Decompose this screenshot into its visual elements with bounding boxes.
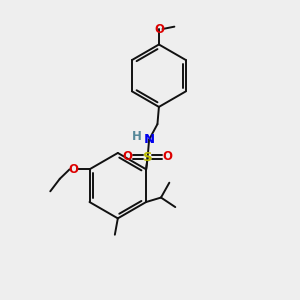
- Text: O: O: [68, 163, 78, 176]
- Text: O: O: [163, 150, 173, 163]
- Text: O: O: [122, 150, 132, 163]
- Text: N: N: [143, 133, 155, 146]
- Text: S: S: [143, 151, 152, 164]
- Text: H: H: [132, 130, 142, 142]
- Text: O: O: [154, 22, 164, 35]
